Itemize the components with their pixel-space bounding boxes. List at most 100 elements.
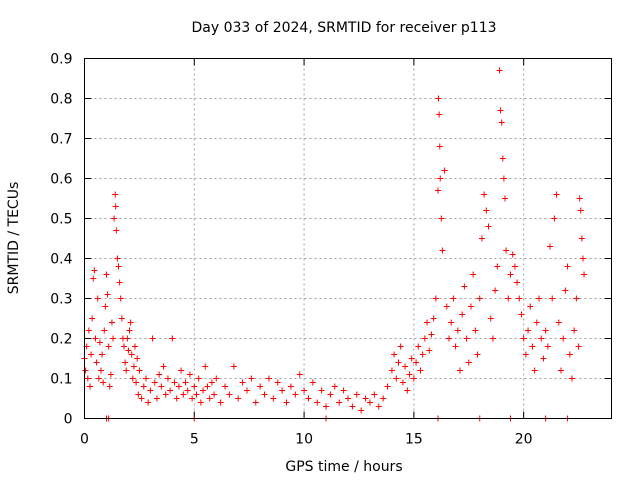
data-point (336, 399, 343, 406)
data-point (397, 343, 404, 350)
y-tick-label: 0.2 (50, 332, 72, 348)
data-point (467, 303, 474, 310)
data-point (557, 367, 564, 374)
data-point (415, 343, 422, 350)
data-point (147, 387, 154, 394)
data-point (169, 335, 176, 342)
data-point (111, 215, 118, 222)
data-point (206, 395, 213, 402)
data-point (105, 343, 112, 350)
data-point (211, 391, 218, 398)
plot-frame (84, 58, 612, 419)
data-point (581, 271, 588, 278)
data-point (478, 235, 485, 242)
data-point (113, 227, 120, 234)
data-point (551, 215, 558, 222)
data-point (349, 403, 356, 410)
data-point (129, 375, 136, 382)
y-tick-label: 0.6 (50, 172, 72, 188)
data-point (314, 399, 321, 406)
data-point (97, 367, 104, 374)
y-tick-label: 0.7 (50, 132, 72, 148)
data-point (151, 379, 158, 386)
data-point (248, 375, 255, 382)
data-point (145, 399, 152, 406)
data-point (95, 375, 102, 382)
data-point (134, 355, 141, 362)
data-point (527, 303, 534, 310)
data-point (487, 315, 494, 322)
data-point (443, 303, 450, 310)
data-point (388, 367, 395, 374)
data-point (518, 311, 525, 318)
data-point (305, 395, 312, 402)
data-point (439, 247, 446, 254)
data-point (481, 191, 488, 198)
data-point (404, 387, 411, 394)
y-tick-label: 0.8 (50, 92, 72, 108)
data-point (107, 371, 114, 378)
data-point (507, 271, 514, 278)
data-point (547, 243, 554, 250)
data-point (149, 335, 156, 342)
data-point (573, 295, 580, 302)
data-point (118, 315, 125, 322)
data-point (193, 391, 200, 398)
data-point (292, 391, 299, 398)
data-point (371, 391, 378, 398)
data-point (579, 255, 586, 262)
data-point (538, 335, 545, 342)
data-point (393, 375, 400, 382)
data-point (474, 351, 481, 358)
data-point (279, 387, 286, 394)
data-point (96, 339, 103, 346)
data-point (189, 395, 196, 402)
x-tick-label: 15 (405, 432, 423, 448)
data-point (191, 383, 198, 390)
data-point (274, 379, 281, 386)
data-point (391, 351, 398, 358)
data-point (287, 383, 294, 390)
data-point (208, 379, 215, 386)
data-point (84, 375, 91, 382)
data-point (110, 335, 117, 342)
data-point (197, 399, 204, 406)
data-point (358, 407, 365, 414)
data-point (230, 363, 237, 370)
data-point (531, 367, 538, 374)
data-point (184, 387, 191, 394)
data-point (413, 359, 420, 366)
y-tick-label: 0.9 (50, 52, 72, 68)
data-point (489, 335, 496, 342)
data-point (115, 263, 122, 270)
data-point (124, 335, 131, 342)
data-point (380, 395, 387, 402)
data-point (99, 351, 106, 358)
x-axis-label: GPS time / hours (285, 459, 402, 475)
data-point (402, 363, 409, 370)
data-point (419, 351, 426, 358)
data-point (101, 327, 108, 334)
data-point (252, 399, 259, 406)
data-point (549, 295, 556, 302)
data-point (562, 287, 569, 294)
data-point (108, 319, 115, 326)
data-point (222, 383, 229, 390)
data-point (461, 283, 468, 290)
data-point (135, 391, 142, 398)
data-point (138, 395, 145, 402)
data-point (158, 383, 165, 390)
data-point (167, 387, 174, 394)
data-point (217, 399, 224, 406)
y-axis-label: SRMTID / TECUs (6, 182, 22, 295)
data-point (465, 359, 472, 366)
data-point (265, 375, 272, 382)
data-point (576, 195, 583, 202)
data-point (426, 347, 433, 354)
data-point (575, 343, 582, 350)
data-point (553, 191, 560, 198)
data-point (435, 95, 442, 102)
tick-labels: 0 5 10 15 20 0 0.1 0.2 0.3 0.4 0.5 0.6 0.7 0.8 0.9 (50, 52, 532, 448)
data-point (173, 395, 180, 402)
data-point (195, 375, 202, 382)
